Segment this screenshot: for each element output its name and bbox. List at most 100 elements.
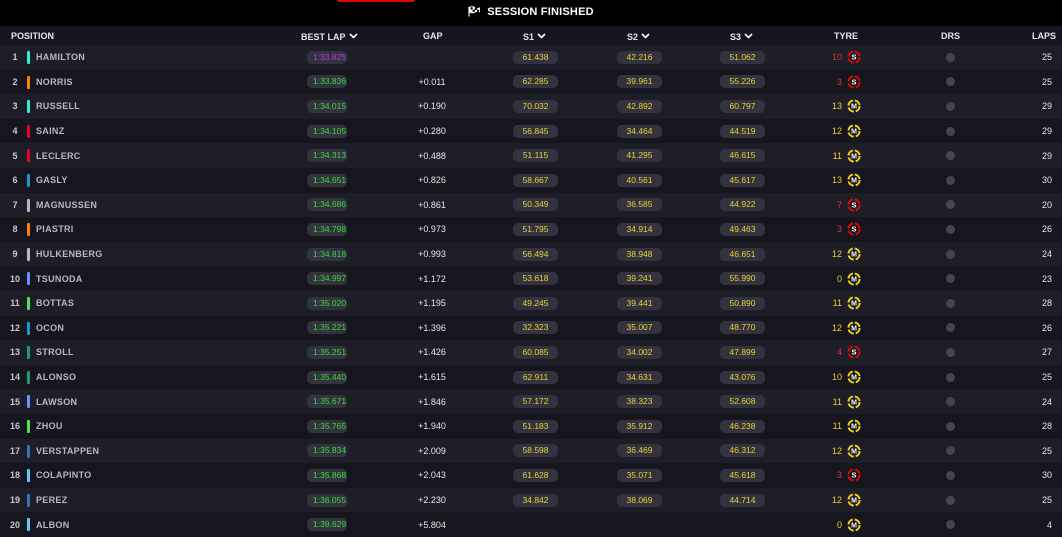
table-row[interactable]: 4 SAINZ 1:34.105 +0.280 56.845 34.464 44.519 12… (0, 118, 1062, 144)
table-row[interactable]: 7 MAGNUSSEN 1:34.686 +0.861 50.349 36.585 44.9… (0, 192, 1062, 218)
drs-indicator (944, 70, 956, 95)
drs-dot-icon (945, 397, 955, 407)
team-color-bar (27, 124, 30, 138)
svg-text:M: M (851, 153, 857, 160)
table-row[interactable]: 1 HAMILTON 1:33.825 61.438 42.216 51.062 10 S 25 (0, 45, 1062, 70)
column-header-tyre-label: TYRE (834, 31, 859, 41)
driver-name[interactable]: HULKENBERG (36, 249, 103, 260)
lap-count: 25 (1041, 445, 1052, 456)
team-color-bar (27, 493, 30, 507)
driver-name[interactable]: LECLERC (36, 150, 81, 161)
driver-name[interactable]: SAINZ (36, 126, 65, 137)
sector-time-pill: 45.618 (720, 468, 765, 482)
column-header-drs[interactable]: DRS (941, 31, 960, 41)
table-row[interactable]: 15 LAWSON 1:35.671 +1.846 57.172 38.323 52.608… (0, 389, 1062, 414)
gap-value: +1.426 (418, 347, 446, 358)
sector-time-pill: 47.899 (720, 345, 765, 359)
table-row[interactable]: 20 ALBON 1:39.629 +5.804 0 M 4 (0, 512, 1062, 537)
driver-name[interactable]: VERSTAPPEN (36, 445, 100, 456)
sector-time-pill: 55.226 (720, 75, 765, 89)
column-header-s1[interactable]: S1 (523, 31, 546, 42)
drs-dot-icon (945, 347, 955, 357)
table-row[interactable]: 2 NORRIS 1:33.836 +0.011 62.285 39.961 55.226 3… (0, 69, 1062, 95)
position-number: 3 (12, 101, 18, 112)
sector-time-pill: 38.069 (617, 493, 662, 507)
sector-2-time: 39.961 (617, 70, 662, 95)
sector-2-time: 34.464 (617, 119, 662, 144)
driver-name[interactable]: STROLL (36, 347, 74, 358)
drs-indicator (944, 45, 956, 70)
sector-2-time: 38.323 (617, 389, 662, 414)
gap-value: +1.940 (418, 421, 446, 432)
table-row[interactable]: 10 TSUNODA 1:34.997 +1.172 53.618 39.241 55.99… (0, 266, 1062, 291)
table-row[interactable]: 19 PEREZ 1:36.055 +2.230 34.842 38.069 44.714 1… (0, 487, 1062, 513)
driver-name[interactable]: LAWSON (36, 396, 78, 407)
tyre-age: 12 (831, 445, 842, 456)
table-row[interactable]: 9 HULKENBERG 1:34.818 +0.993 56.494 38.948 46.… (0, 241, 1062, 267)
driver-name[interactable]: NORRIS (36, 76, 73, 87)
timing-table-header: POSITION BEST LAP GAP S1 S2 S3 TYRE DRS … (0, 26, 1062, 45)
table-row[interactable]: 11 BOTTAS 1:35.020 +1.195 49.245 39.441 50.890… (0, 291, 1062, 316)
lap-count: 25 (1041, 372, 1052, 383)
sector-2-time: 39.241 (617, 266, 662, 291)
column-header-s2-label: S2 (627, 32, 639, 42)
tyre-age: 10 (831, 52, 842, 63)
column-header-tyre[interactable]: TYRE (834, 31, 858, 41)
table-row[interactable]: 17 VERSTAPPEN 1:35.834 +2.009 58.598 36.469 46… (0, 438, 1062, 464)
position-number: 6 (12, 175, 18, 186)
driver-name[interactable]: HAMILTON (36, 52, 86, 63)
table-row[interactable]: 3 RUSSELL 1:34.015 +0.190 70.032 42.892 60.797… (0, 94, 1062, 119)
sector-1-time: 51.183 (513, 414, 558, 439)
gap-value: +0.973 (418, 224, 446, 235)
driver-name[interactable]: ZHOU (36, 421, 63, 432)
sector-time-pill: 48.770 (720, 321, 765, 335)
best-lap-pill: 1:35.671 (307, 395, 347, 409)
tyre-age: 12 (831, 249, 842, 260)
table-row[interactable]: 13 STROLL 1:35.251 +1.426 60.085 34.002 47.899… (0, 340, 1062, 365)
sector-1-time: 49.245 (513, 291, 558, 316)
table-row[interactable]: 6 GASLY 1:34.651 +0.826 58.667 40.561 45.617 13… (0, 168, 1062, 193)
table-row[interactable]: 18 COLAPINTO 1:35.868 +2.043 61.628 35.071 45.… (0, 463, 1062, 488)
driver-name[interactable]: ALONSO (36, 372, 77, 383)
driver-name[interactable]: RUSSELL (36, 101, 81, 112)
drs-dot-icon (945, 175, 955, 185)
driver-name[interactable]: GASLY (36, 175, 68, 186)
driver-name[interactable]: COLAPINTO (36, 470, 92, 481)
driver-name[interactable]: PEREZ (36, 495, 68, 506)
driver-name[interactable]: OCON (36, 322, 65, 333)
driver-name[interactable]: ALBON (36, 519, 70, 530)
soft-tyre-icon: S (846, 217, 862, 242)
column-header-laps[interactable]: LAPS (1032, 31, 1056, 41)
team-color-bar (27, 321, 30, 335)
driver-name[interactable]: TSUNODA (36, 273, 83, 284)
drs-indicator (944, 168, 956, 193)
lap-count: 29 (1041, 101, 1052, 112)
gap-value: +0.993 (418, 249, 446, 260)
svg-text:M: M (851, 522, 857, 529)
sector-time-pill: 62.911 (513, 370, 558, 384)
table-row[interactable]: 12 OCON 1:35.221 +1.396 32.323 35.007 48.770 12… (0, 315, 1062, 341)
column-header-s2[interactable]: S2 (627, 31, 650, 42)
driver-name[interactable]: PIASTRI (36, 224, 74, 235)
drs-dot-icon (945, 200, 955, 210)
position-number: 19 (9, 495, 20, 506)
team-color-bar (27, 370, 30, 384)
driver-name[interactable]: MAGNUSSEN (36, 199, 98, 210)
gap-value (404, 45, 460, 70)
driver-name[interactable]: BOTTAS (36, 298, 75, 309)
column-header-s3[interactable]: S3 (730, 31, 753, 42)
sector-3-time: 49.463 (720, 217, 765, 242)
column-header-gap[interactable]: GAP (423, 31, 443, 41)
drs-indicator (944, 512, 956, 537)
column-header-s3-label: S3 (730, 32, 742, 42)
tyre-age: 3 (836, 76, 842, 87)
table-row[interactable]: 16 ZHOU 1:35.765 +1.940 51.183 35.912 46.238 11… (0, 414, 1062, 439)
table-row[interactable]: 5 LECLERC 1:34.313 +0.488 51.115 41.295 46.615… (0, 143, 1062, 168)
lap-count: 28 (1041, 421, 1052, 432)
table-row[interactable]: 8 PIASTRI 1:34.798 +0.973 51.795 34.914 49.463… (0, 217, 1062, 242)
column-header-position[interactable]: POSITION (11, 31, 54, 41)
sector-time-pill: 56.494 (513, 247, 558, 261)
column-header-best-lap[interactable]: BEST LAP (301, 31, 358, 42)
gap-value: +0.826 (418, 175, 446, 186)
table-row[interactable]: 14 ALONSO 1:35.440 +1.615 62.911 34.631 43.076… (0, 364, 1062, 390)
